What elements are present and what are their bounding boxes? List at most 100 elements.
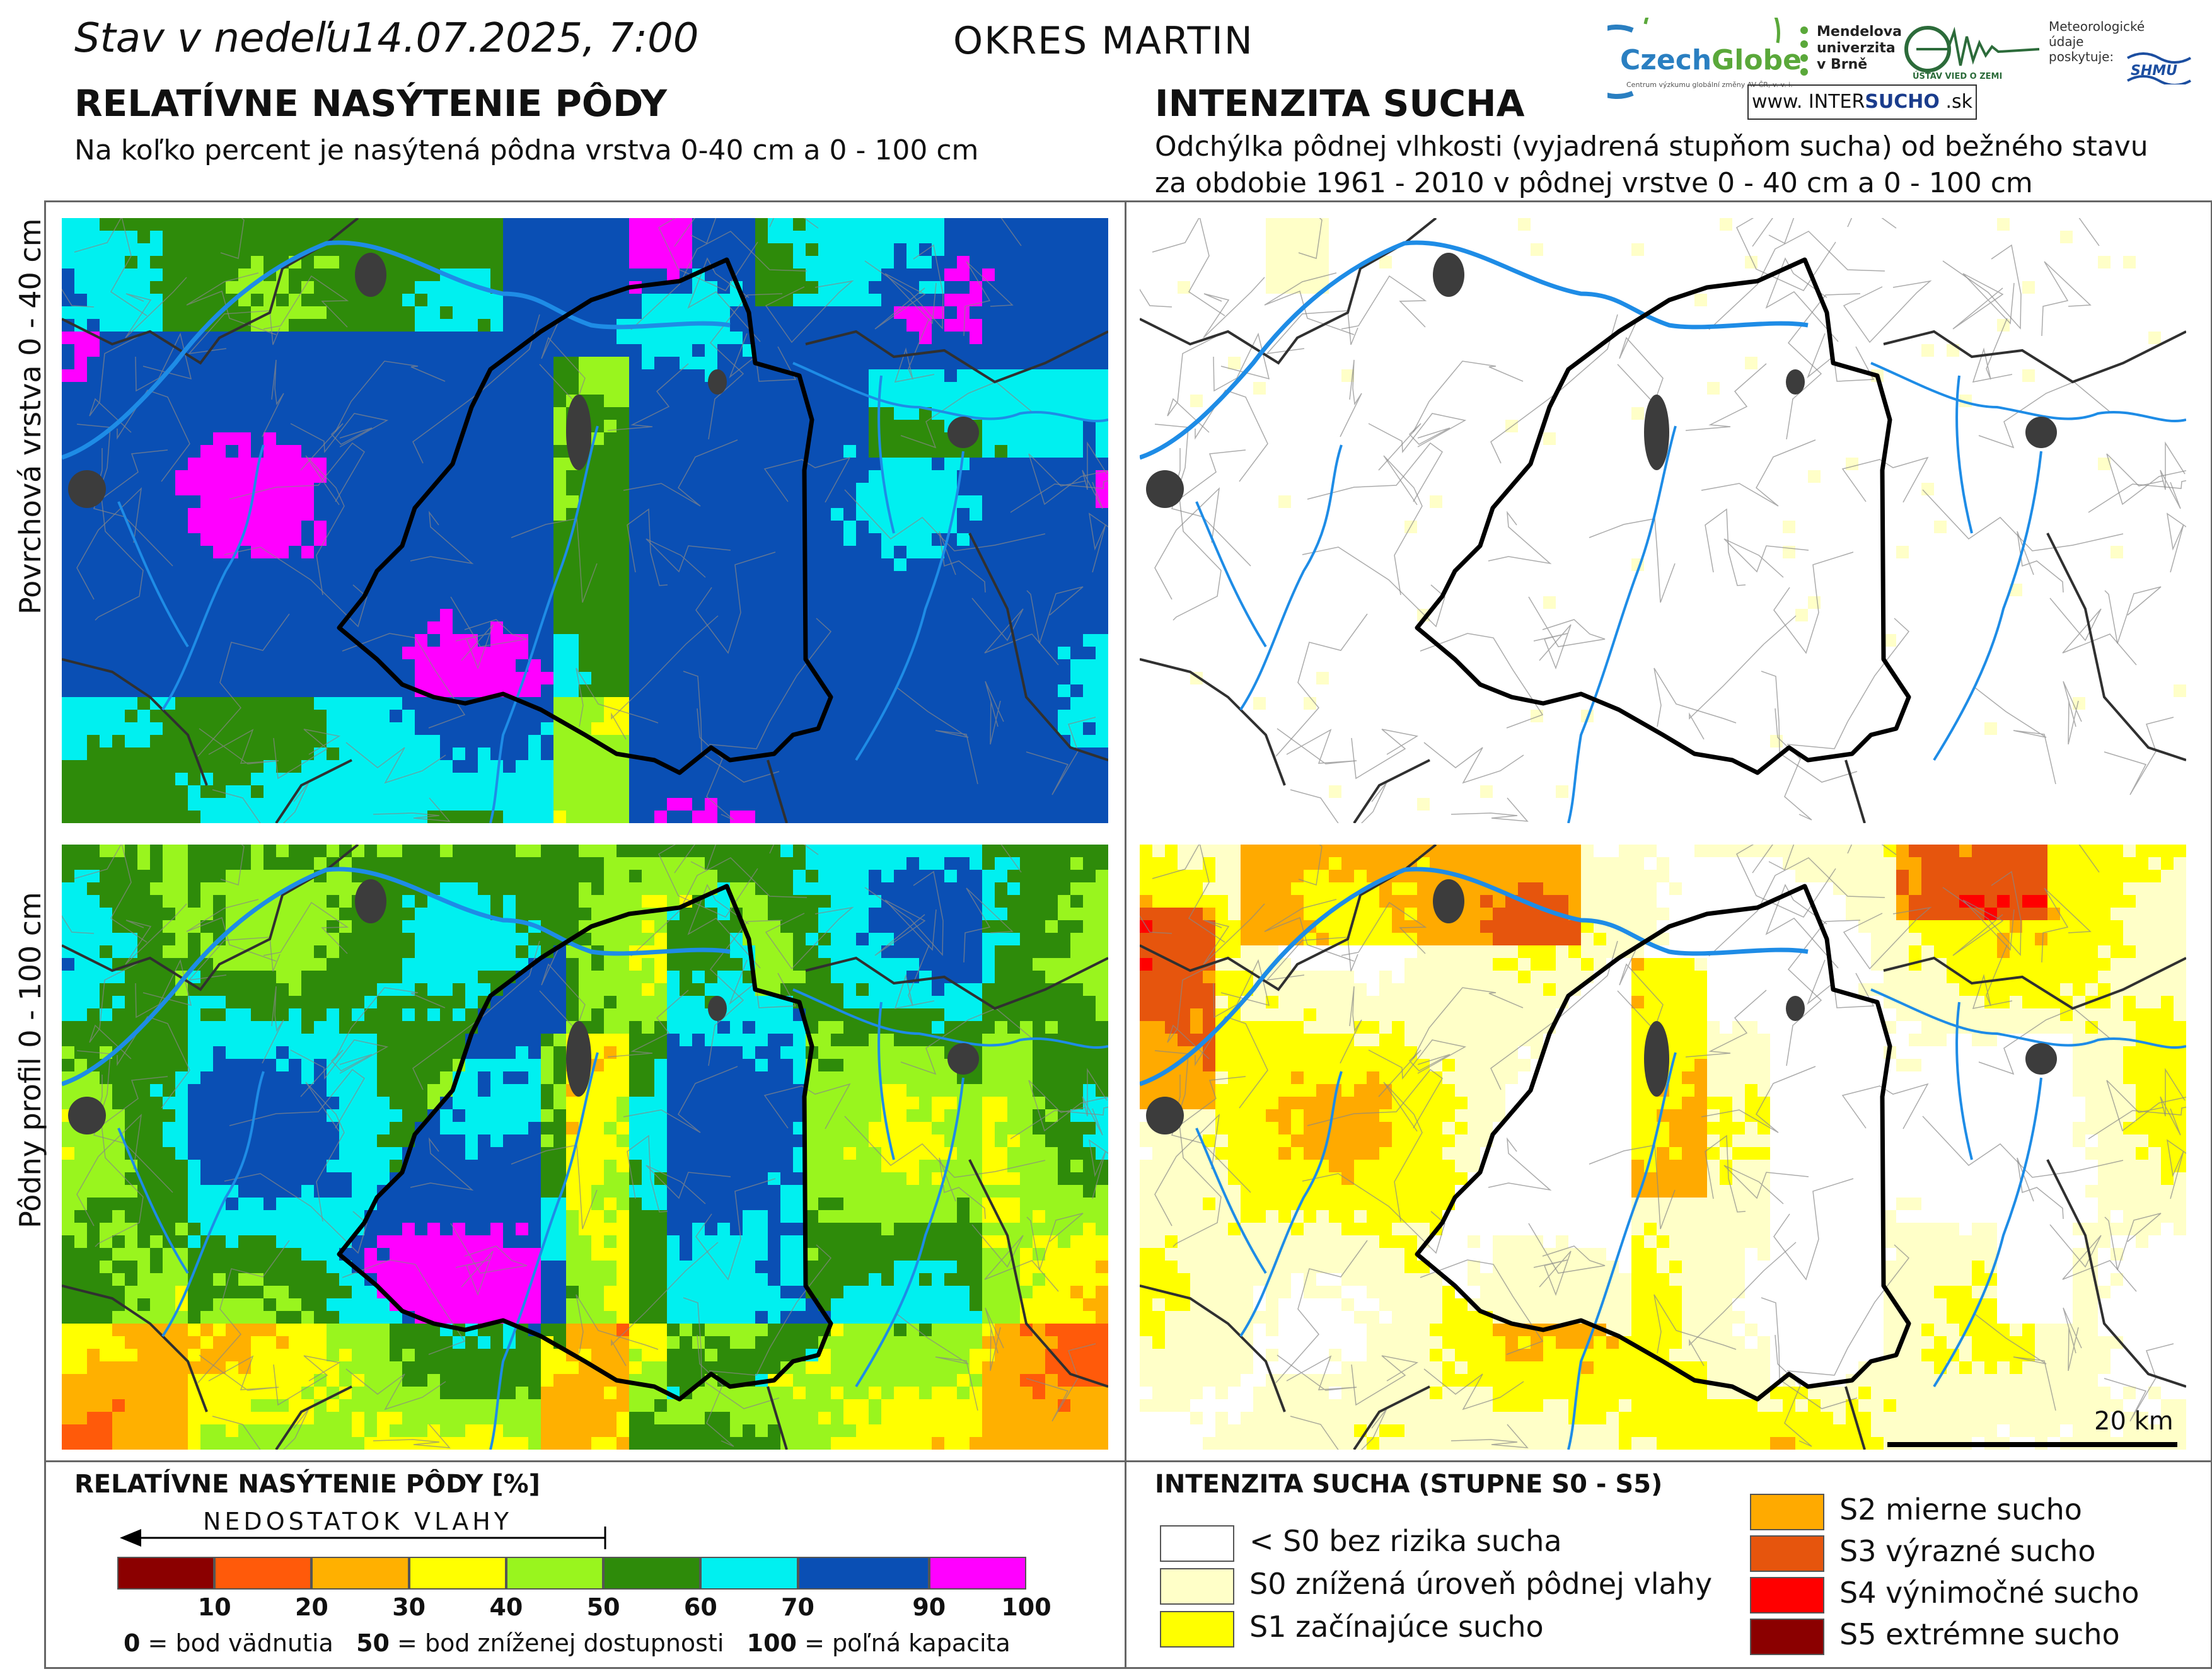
municipal-borders — [1140, 845, 2186, 1450]
partner-logos: CzechGlobe Centrum výzkumu globální změn… — [1607, 11, 2200, 125]
river — [62, 867, 731, 1087]
river — [117, 501, 189, 648]
town-area — [566, 1021, 591, 1097]
town-area — [1433, 253, 1464, 297]
intersucho-link[interactable]: www. INTERSUCHO .sk — [1747, 84, 1977, 120]
region-border — [1140, 1284, 1286, 1412]
river — [792, 362, 1108, 423]
shmu-logo[interactable]: SHMU — [2124, 47, 2194, 84]
region-border — [968, 533, 1108, 761]
district-border — [337, 884, 833, 1402]
river — [792, 988, 1108, 1049]
colorbar-class — [929, 1557, 1026, 1590]
river — [161, 444, 265, 711]
region-border — [1353, 759, 1430, 823]
river — [117, 1128, 189, 1274]
colorbar-tick-label: 70 — [781, 1593, 815, 1621]
river — [1933, 451, 2042, 761]
map-drought-profile[interactable] — [1140, 845, 2186, 1450]
town-area — [1786, 369, 1805, 395]
river — [1955, 1002, 1973, 1160]
drought-title: INTENZITA SUCHA — [1155, 82, 1525, 125]
town-area — [947, 1043, 979, 1075]
deficit-arrow — [120, 1527, 606, 1549]
town-area — [355, 253, 386, 297]
region-border — [1844, 1386, 1866, 1450]
mendelu-logo[interactable]: Mendelova univerzita v Brně — [1797, 24, 1904, 93]
drought-legend-swatch — [1160, 1568, 1234, 1605]
colorbar-tick-label: 50 — [586, 1593, 620, 1621]
river — [1239, 1071, 1343, 1337]
region-border — [275, 759, 352, 823]
colorbar-tick-label: 90 — [912, 1593, 946, 1621]
region-border — [767, 1386, 788, 1450]
drought-legend-label: S5 extrémne sucho — [1839, 1617, 2120, 1651]
municipal-borders — [1140, 218, 2186, 823]
town-area — [68, 1097, 106, 1134]
colorbar-tick-label: 100 — [1001, 1593, 1051, 1621]
drought-legend-swatch — [1750, 1577, 1824, 1613]
earth-science-institute-logo[interactable]: ÚSTAV VIED O ZEMI — [1904, 24, 2042, 93]
river — [1933, 1077, 2042, 1388]
town-area — [2025, 417, 2057, 448]
region-border — [1844, 759, 1866, 823]
town-area — [708, 996, 727, 1021]
drought-legend-swatch — [1160, 1525, 1234, 1562]
municipal-borders — [62, 218, 1108, 823]
row-label-profile: Pôdny profil 0 - 100 cm — [13, 892, 47, 1228]
region-border — [1883, 330, 2186, 384]
colorbar-tick-label: 30 — [392, 1593, 426, 1621]
town-area — [708, 369, 727, 395]
czechglobe-logo[interactable]: CzechGlobe Centrum výzkumu globální změn… — [1607, 18, 1802, 99]
river — [1195, 501, 1267, 648]
district-border — [1415, 257, 1911, 775]
river — [161, 1071, 265, 1337]
river — [1870, 362, 2186, 423]
river — [1955, 375, 1973, 534]
river — [855, 1077, 964, 1388]
drought-legend-label: S1 začínajúce sucho — [1249, 1610, 1544, 1644]
river — [1140, 240, 1809, 460]
saturation-title: RELATÍVNE NASÝTENIE PÔDY — [74, 82, 668, 125]
saturation-subtitle: Na koľko percent je nasýtená pôdna vrstv… — [74, 134, 979, 166]
river — [1140, 867, 1809, 1087]
colorbar-tick-label: 10 — [197, 1593, 231, 1621]
map-drought-topsoil[interactable] — [1140, 218, 2186, 823]
colorbar-class — [214, 1557, 312, 1590]
region-border — [2046, 533, 2186, 761]
region-border — [805, 956, 1108, 1010]
region-border — [805, 330, 1108, 384]
town-area — [2025, 1043, 2057, 1075]
saturation-colorbar — [117, 1557, 1026, 1592]
region-border — [275, 1385, 352, 1450]
river — [1567, 1052, 1677, 1450]
drought-subtitle-1: Odchýlka pôdnej vlhkosti (vyjadrená stup… — [1155, 130, 2148, 163]
raster-layer — [1140, 218, 2186, 823]
river — [877, 1002, 895, 1160]
river — [1239, 444, 1343, 711]
drought-legend-swatch — [1750, 1535, 1824, 1572]
saturation-legend-title: RELATÍVNE NASÝTENIE PÔDY [%] — [74, 1470, 540, 1499]
grid-divider-vertical — [1125, 200, 1126, 1669]
town-area — [1146, 1097, 1184, 1134]
deficit-arrow-label: NEDOSTATOK VLAHY — [203, 1508, 512, 1535]
town-area — [355, 879, 386, 923]
grid-divider-horizontal — [44, 1460, 2212, 1462]
region-border — [1883, 956, 2186, 1010]
scale-bar — [1887, 1442, 2177, 1447]
map-saturation-profile[interactable] — [62, 845, 1108, 1450]
colorbar-class — [117, 1557, 215, 1590]
drought-legend-swatch — [1750, 1619, 1824, 1655]
drought-legend: < S0 bez rizika sucha S0 znížená úroveň p… — [1160, 1492, 2206, 1670]
town-area — [1786, 996, 1805, 1021]
row-label-topsoil: Povrchová vrstva 0 - 40 cm — [13, 218, 47, 615]
drought-legend-label: S2 mierne sucho — [1839, 1492, 2082, 1527]
district-name: OKRES MARTIN — [953, 19, 1254, 63]
drought-legend-label: < S0 bez rizika sucha — [1249, 1524, 1562, 1558]
map-date: Stav v nedeľu14.07.2025, 7:00 — [74, 15, 699, 62]
district-border — [337, 257, 833, 775]
colorbar-class — [603, 1557, 701, 1590]
drought-legend-title: INTENZITA SUCHA (STUPNE S0 - S5) — [1155, 1470, 1663, 1499]
drought-legend-swatch — [1750, 1494, 1824, 1530]
map-saturation-topsoil[interactable] — [62, 218, 1108, 823]
